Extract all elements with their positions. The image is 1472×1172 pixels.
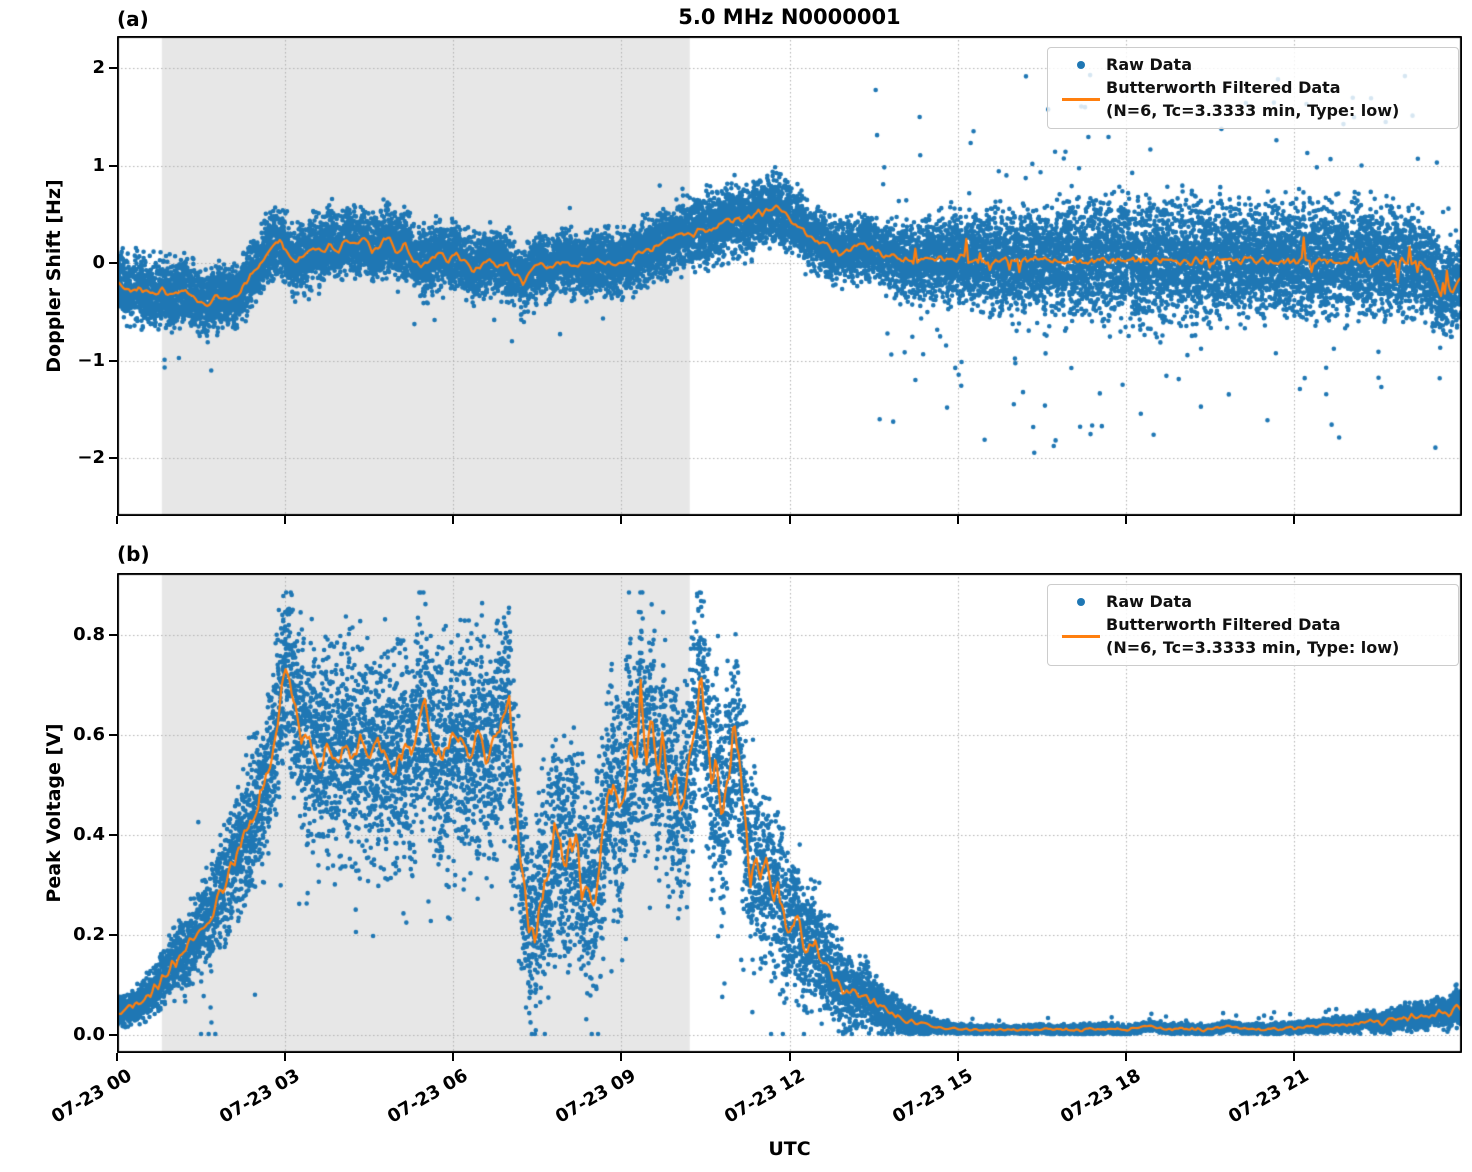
y-tickmark (109, 934, 117, 936)
y-tick-label: 0 (92, 252, 105, 274)
y-axis-label-a: Doppler Shift [Hz] (43, 179, 65, 373)
x-tick-label: 07-23 03 (216, 1065, 304, 1128)
x-tickmark (1292, 1053, 1295, 1061)
panel-label-a: (a) (117, 7, 149, 31)
filtered-line-icon (1056, 634, 1106, 638)
y-tick-label: 0.4 (73, 824, 105, 845)
x-tickmark (620, 516, 623, 524)
x-tick-label: 07-23 18 (1056, 1065, 1145, 1128)
y-tick-label: 0.8 (73, 624, 105, 645)
y-tickmark (109, 834, 117, 836)
x-tickmark (1292, 516, 1295, 524)
legend-label-filtered: Butterworth Filtered Data (N=6, Tc=3.333… (1106, 78, 1400, 120)
x-tickmark (284, 1053, 287, 1061)
x-tickmark (284, 516, 287, 524)
x-tickmark (452, 516, 455, 524)
y-tick-label: 0.6 (73, 724, 105, 745)
y-tickmark (109, 67, 117, 70)
y-tickmark (109, 1034, 117, 1036)
legend-label-raw-data: Raw Data (1106, 592, 1192, 611)
x-tick-label: 07-23 06 (384, 1065, 472, 1128)
raw-data-dot-icon (1056, 60, 1106, 69)
y-tick-label: −1 (77, 349, 105, 371)
x-tickmark (116, 516, 118, 524)
y-tick-label: −2 (77, 447, 105, 469)
legend-item-filtered: Butterworth Filtered Data (N=6, Tc=3.333… (1056, 613, 1448, 659)
y-tick-label: 0.0 (73, 1024, 105, 1045)
y-tick-label: 2 (92, 57, 105, 79)
x-tickmark (620, 1053, 623, 1061)
y-tickmark (109, 262, 117, 265)
legend-label-raw-data: Raw Data (1106, 55, 1192, 74)
chart-title: 5.0 MHz N0000001 (678, 5, 901, 29)
legend-item-filtered: Butterworth Filtered Data (N=6, Tc=3.333… (1056, 76, 1448, 122)
y-tick-label: 1 (92, 154, 105, 176)
x-tickmark (452, 1053, 455, 1061)
x-tickmark (116, 1053, 118, 1061)
legend-item-raw-data: Raw Data (1056, 53, 1448, 76)
y-tickmark (109, 634, 117, 636)
x-tickmark (788, 1053, 791, 1061)
x-tick-label: 07-23 15 (888, 1065, 977, 1128)
y-tickmark (109, 359, 117, 362)
legend-a: Raw Data Butterworth Filtered Data (N=6,… (1047, 47, 1459, 129)
x-tickmark (1124, 1053, 1127, 1061)
x-axis-label: UTC (768, 1138, 811, 1160)
x-tickmark (956, 516, 959, 524)
legend-item-raw-data: Raw Data (1056, 590, 1448, 613)
y-tickmark (109, 734, 117, 736)
y-tickmark (109, 164, 117, 167)
legend-label-filtered: Butterworth Filtered Data (N=6, Tc=3.333… (1106, 615, 1400, 657)
y-tick-label: 0.2 (73, 924, 105, 945)
x-tickmark (956, 1053, 959, 1061)
x-tick-label: 07-23 12 (720, 1065, 808, 1128)
y-axis-label-b: Peak Voltage [V] (43, 723, 65, 903)
x-tick-label: 07-23 09 (552, 1065, 640, 1128)
legend-b: Raw Data Butterworth Filtered Data (N=6,… (1047, 584, 1459, 666)
x-tickmark (1124, 516, 1127, 524)
filtered-line-icon (1056, 97, 1106, 101)
y-tickmark (109, 457, 117, 460)
panel-label-b: (b) (117, 542, 150, 566)
x-tick-label: 07-23 21 (1224, 1065, 1313, 1128)
x-tickmark (788, 516, 791, 524)
x-tick-label: 07-23 00 (48, 1065, 136, 1128)
raw-data-dot-icon (1056, 597, 1106, 606)
